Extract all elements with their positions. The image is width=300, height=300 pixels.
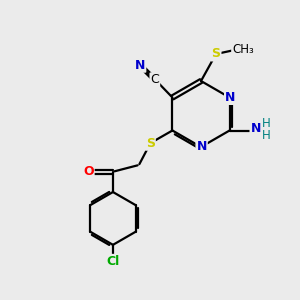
Text: N: N (196, 140, 207, 154)
Text: N: N (250, 122, 261, 136)
Text: H: H (262, 129, 271, 142)
Text: O: O (83, 165, 94, 178)
Text: H: H (262, 117, 271, 130)
Text: CH₃: CH₃ (232, 43, 254, 56)
Text: N: N (135, 59, 145, 72)
Text: Cl: Cl (106, 255, 120, 268)
Text: N: N (225, 91, 236, 104)
Text: S: S (146, 137, 155, 150)
Text: S: S (212, 47, 220, 61)
Text: C: C (151, 74, 159, 86)
